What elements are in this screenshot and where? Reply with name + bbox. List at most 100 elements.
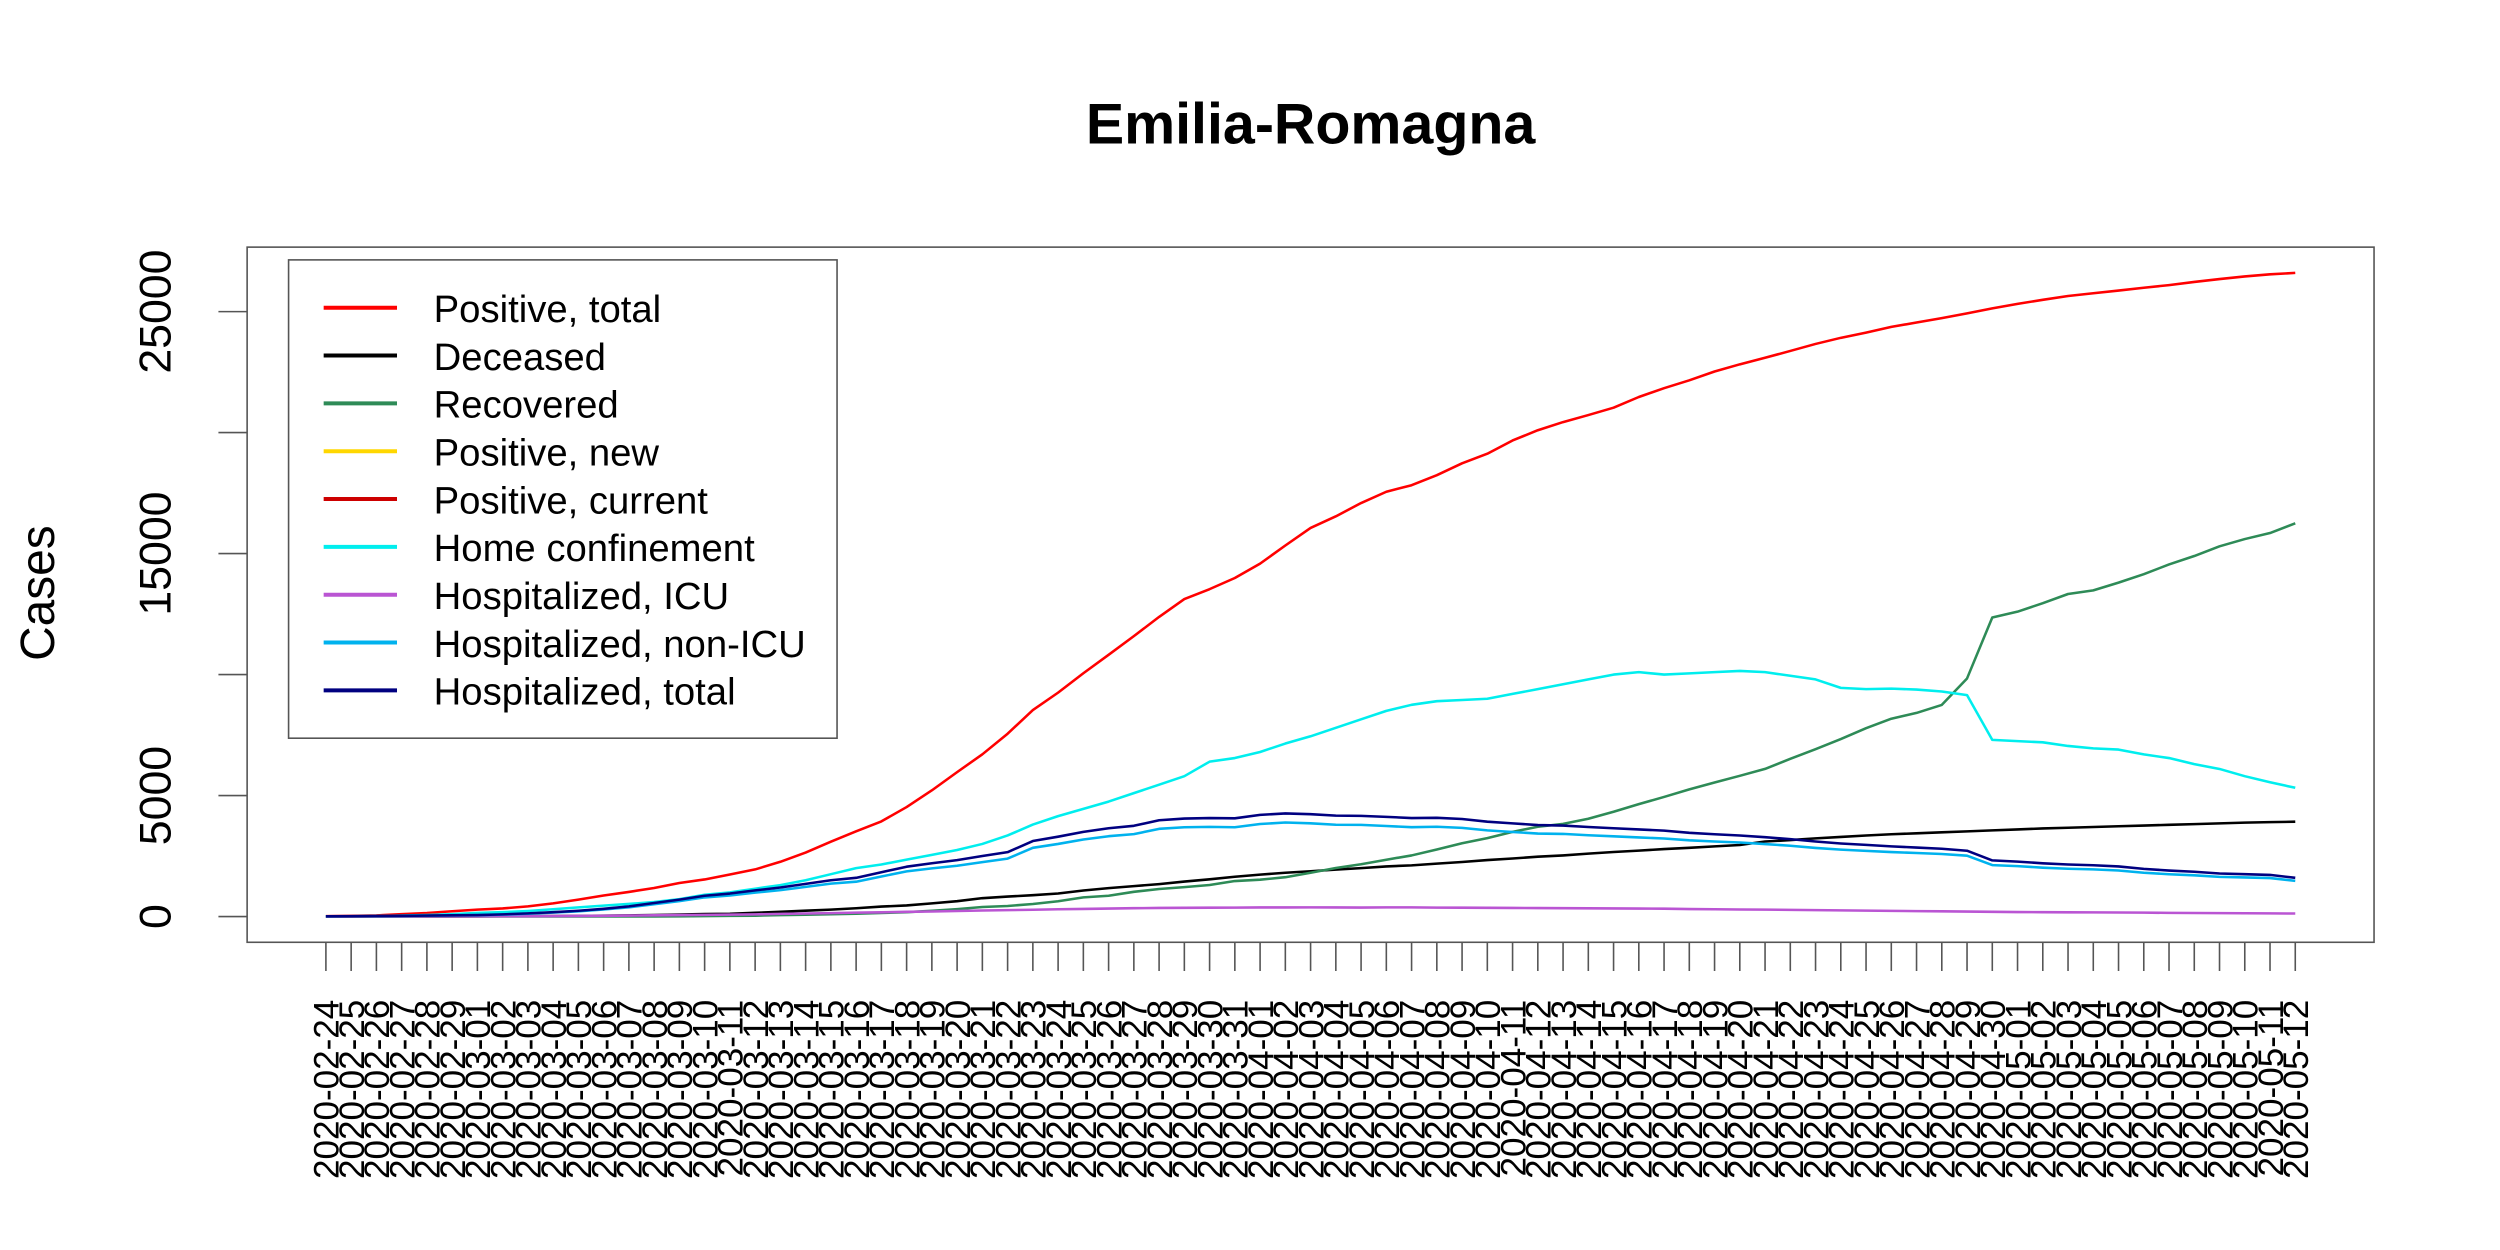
x-tick-label: 2020-03-09 (661, 1000, 700, 1179)
x-tick-label: 2020-02-29 (434, 1000, 473, 1179)
x-tick-label: 2020-04-14 (1570, 1000, 1609, 1179)
x-tick-label: 2020-05-07 (2151, 1000, 2190, 1179)
x-tick-label: 2020-05-04 (2075, 1000, 2114, 1179)
x-tick-label: 2020-04-26 (1873, 1000, 1912, 1179)
x-tick-label: 2020-03-08 (636, 1000, 675, 1179)
x-tick-label: 2020-04-27 (1898, 1000, 1937, 1179)
legend: Positive, total Deceased Recovered Positive… (287, 259, 838, 739)
x-tick-label: 2020-03-25 (1065, 1000, 1104, 1179)
x-tick-label: 2020-03-30 (1191, 1000, 1230, 1179)
x-tick-label: 2020-03-05 (560, 1000, 599, 1179)
x-tick-label: 2020-04-28 (1924, 1000, 1963, 1179)
y-tick-label: 0 (132, 904, 181, 929)
x-tick-label: 2020-03-18 (888, 1000, 927, 1179)
x-tick-label: 2020-03-27 (1116, 1000, 1155, 1179)
x-tick-label: 2020-04-01 (1242, 1000, 1281, 1179)
x-tick-label: 2020-03-29 (1166, 1000, 1205, 1179)
x-tick-label: 2020-03-03 (510, 1000, 549, 1179)
x-tick-label: 2020-03-07 (611, 1000, 650, 1179)
x-tick-label: 2020-02-24 (308, 1000, 347, 1179)
y-axis-label: Cases (12, 525, 65, 661)
legend-label: Positive, total (434, 288, 661, 331)
x-tick-label: 2020-04-18 (1671, 1000, 1710, 1179)
x-tick-label: 2020-02-28 (409, 1000, 448, 1179)
x-tick-label: 2020-03-15 (813, 1000, 852, 1179)
x-tick-label: 2020-05-12 (2277, 1000, 2316, 1179)
x-tick-label: 2020-05-06 (2126, 1000, 2165, 1179)
x-tick-label: 2020-03-22 (989, 1000, 1028, 1179)
x-tick-label: 2020-04-24 (1823, 1000, 1862, 1179)
legend-label: Recovered (434, 384, 619, 427)
x-tick-label: 2020-04-29 (1949, 1000, 1988, 1179)
chart-title: Emilia-Romagna (1086, 92, 1537, 156)
x-tick-label: 2020-03-06 (585, 1000, 624, 1179)
x-tick-label: 2020-03-16 (838, 1000, 877, 1179)
x-tick-label: 2020-03-26 (1090, 1000, 1129, 1179)
y-tick-label: 15000 (132, 492, 181, 616)
series-line (325, 271, 2296, 918)
x-tick-label: 2020-03-02 (484, 1000, 523, 1179)
x-tick-label: 2020-03-24 (1040, 1000, 1079, 1179)
x-tick-label: 2020-04-12 (1520, 1000, 1559, 1179)
x-tick-label: 2020-04-25 (1848, 1000, 1887, 1179)
y-tick-label: 25000 (132, 250, 181, 374)
x-tick-label: 2020-05-01 (1999, 1000, 2038, 1179)
y-tick-label: 5000 (132, 746, 181, 845)
x-tick-label: 2020-03-11 (712, 1000, 751, 1177)
x-tick-label: 2020-04-03 (1292, 1000, 1331, 1179)
x-tick-label: 2020-03-28 (1141, 1000, 1180, 1179)
legend-label: Home confinement (434, 527, 755, 570)
x-tick-label: 2020-04-13 (1545, 1000, 1584, 1179)
legend-label: Hospitalized, non-ICU (434, 623, 806, 666)
x-tick-label: 2020-03-23 (1015, 1000, 1054, 1179)
x-tick-label: 2020-04-09 (1444, 1000, 1483, 1179)
x-tick-label: 2020-04-07 (1393, 1000, 1432, 1179)
x-tick-label: 2020-04-30 (1974, 1000, 2013, 1179)
x-tick-label: 2020-03-19 (914, 1000, 953, 1179)
x-tick-label: 2020-03-21 (964, 1000, 1003, 1179)
legend-label: Positive, current (434, 479, 709, 522)
x-tick-label: 2020-02-27 (383, 1000, 422, 1179)
x-tick-label: 2020-04-06 (1368, 1000, 1407, 1179)
x-tick-label: 2020-04-10 (1469, 1000, 1508, 1179)
series-line (325, 812, 2296, 918)
x-tick-label: 2020-04-22 (1772, 1000, 1811, 1179)
x-tick-label: 2020-02-25 (333, 1000, 372, 1179)
series-line (325, 821, 2296, 918)
legend-label: Positive, new (434, 432, 660, 475)
x-tick-label: 2020-03-17 (863, 1000, 902, 1179)
x-tick-label: 2020-04-23 (1797, 1000, 1836, 1179)
x-tick-label: 2020-04-15 (1595, 1000, 1634, 1179)
x-tick-label: 2020-03-13 (762, 1000, 801, 1179)
x-tick-label: 2020-05-08 (2176, 1000, 2215, 1179)
x-tick-label: 2020-05-02 (2025, 1000, 2064, 1179)
x-tick-label: 2020-04-16 (1621, 1000, 1660, 1179)
legend-label: Deceased (434, 336, 606, 379)
x-tick-label: 2020-03-01 (459, 1000, 498, 1179)
x-tick-label: 2020-04-05 (1343, 1000, 1382, 1179)
x-tick-label: 2020-04-08 (1419, 1000, 1458, 1179)
x-tick-label: 2020-05-09 (2201, 1000, 2240, 1179)
x-tick-label: 2020-02-26 (358, 1000, 397, 1179)
x-tick-label: 2020-04-21 (1747, 1000, 1786, 1179)
x-tick-label: 2020-04-19 (1696, 1000, 1735, 1179)
x-tick-label: 2020-04-04 (1318, 1000, 1357, 1179)
x-tick-label: 2020-03-14 (787, 1000, 826, 1179)
x-tick-label: 2020-03-10 (686, 1000, 725, 1179)
x-tick-label: 2020-04-11 (1494, 1000, 1533, 1177)
series-line (325, 906, 2296, 918)
x-tick-label: 2020-03-31 (1217, 1000, 1256, 1179)
x-tick-label: 2020-05-03 (2050, 1000, 2089, 1179)
x-tick-label: 2020-04-20 (1722, 1000, 1761, 1179)
x-tick-label: 2020-03-04 (535, 1000, 574, 1179)
x-tick-label: 2020-05-05 (2100, 1000, 2139, 1179)
legend-label: Hospitalized, ICU (434, 575, 730, 618)
x-tick-label: 2020-04-17 (1646, 1000, 1685, 1179)
x-tick-label: 2020-04-02 (1267, 1000, 1306, 1179)
x-tick-label: 2020-05-10 (2227, 1000, 2266, 1179)
x-tick-label: 2020-03-20 (939, 1000, 978, 1179)
x-tick-label: 2020-05-11 (2252, 1000, 2291, 1177)
x-tick-label: 2020-03-12 (737, 1000, 776, 1179)
